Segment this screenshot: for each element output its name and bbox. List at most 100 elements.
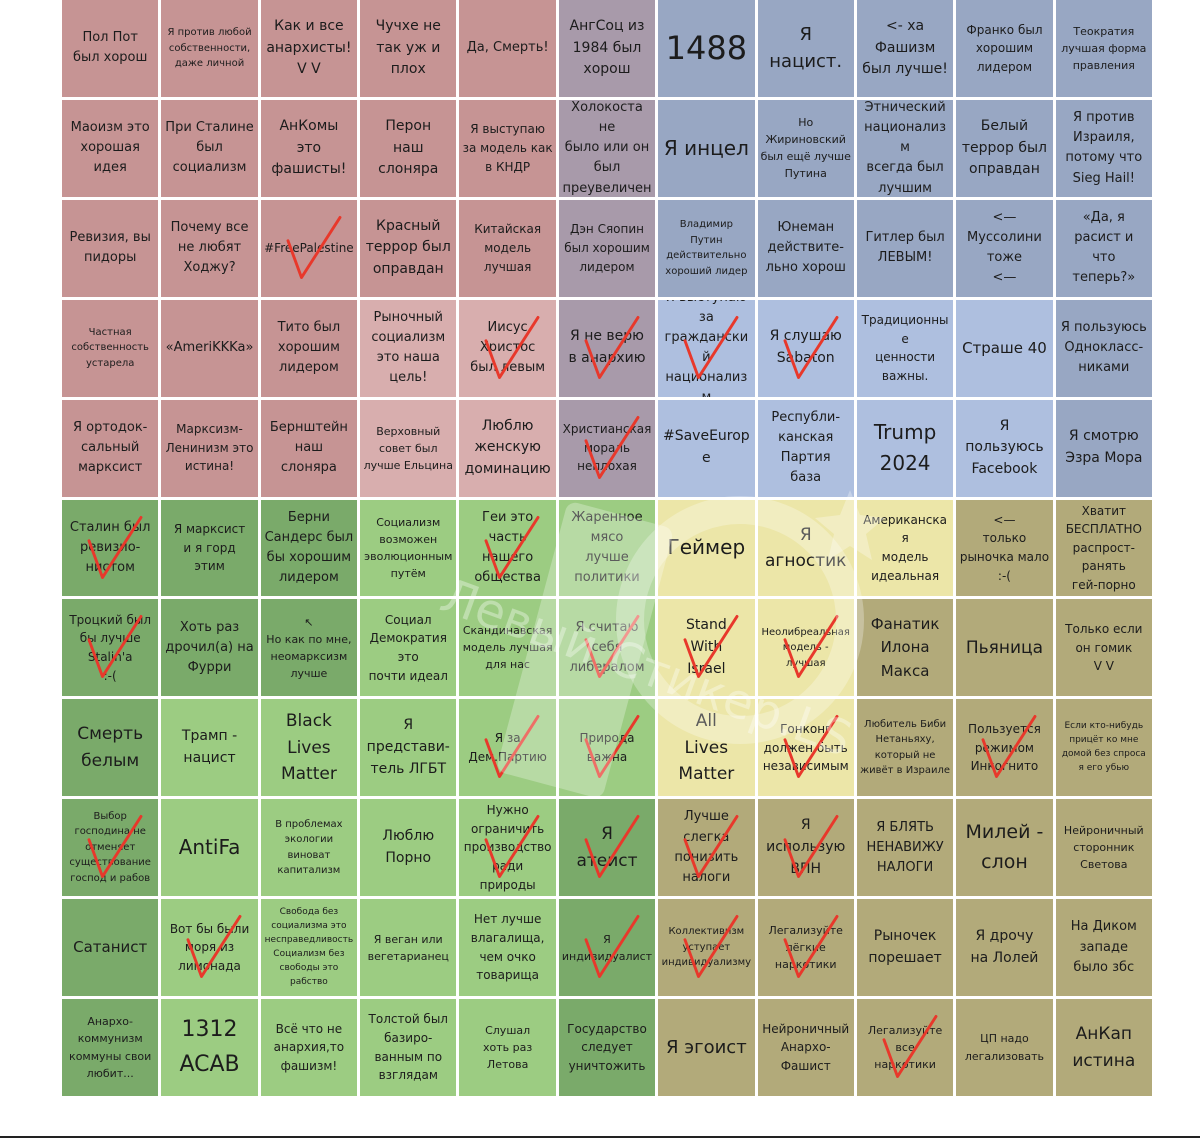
bingo-cell[interactable]: Трамп - нацист [161,699,258,797]
bingo-cell[interactable]: Люблю Порно [360,799,457,897]
bingo-cell[interactable]: Я считаю себя либералом [558,599,656,697]
bingo-cell[interactable]: Чучхе не так уж и плох [360,0,457,97]
bingo-cell[interactable]: Социализм возможен эволюционным путём [360,499,457,597]
bingo-cell[interactable]: Black Lives Matter [260,699,358,797]
bingo-cell[interactable]: Выбор господина не отменяет существовани… [62,799,159,897]
bingo-cell[interactable]: Неолибреальная модель - лучшая [757,599,854,697]
bingo-cell[interactable]: Милей - слон [956,799,1053,897]
bingo-cell[interactable]: Республи- канская Партия база [757,399,854,497]
bingo-cell[interactable]: «Да, я расист и что теперь?» [1055,199,1152,297]
bingo-cell[interactable]: Вот бы были моря из лимонада [161,899,258,997]
bingo-cell[interactable]: 1488 [658,0,755,97]
bingo-cell[interactable]: Социал Демократия это почти идеал [360,599,457,697]
bingo-cell[interactable]: Скандинавская модель лучшая для нас [459,599,556,697]
bingo-cell[interactable]: Я индивидуалист [558,899,656,997]
bingo-cell[interactable]: Пьяница [956,599,1053,697]
bingo-cell[interactable]: <— Муссолини тоже <— [956,199,1053,297]
bingo-cell[interactable]: На Диком западе было збс [1055,899,1152,997]
bingo-cell[interactable]: Частная собственность устарела [62,299,159,397]
bingo-cell[interactable]: Слушал хоть раз Летова [459,999,556,1096]
bingo-cell[interactable]: ↖ Но как по мне, неомарксизм лучше [260,599,358,697]
bingo-cell[interactable]: All Lives Matter [658,699,755,797]
bingo-cell[interactable]: Я смотрю Эзра Мора [1055,399,1152,497]
bingo-cell[interactable]: <- ха Фашизм был лучше! [856,0,954,97]
bingo-cell[interactable]: Китайская модель лучшая [459,199,556,297]
bingo-cell[interactable]: Геи это часть нашего общества [459,499,556,597]
bingo-cell[interactable]: Только если он гомик V V [1055,599,1152,697]
bingo-cell[interactable]: Всё что не анархия,то фашизм! [260,999,358,1096]
bingo-cell[interactable]: Дэн Сяопин был хорошим лидером [558,199,656,297]
bingo-cell[interactable]: Я эгоист [658,999,755,1096]
bingo-cell[interactable]: АнКомы это фашисты! [260,99,358,197]
bingo-cell[interactable]: Лучше слегка понизить налоги [658,799,755,897]
bingo-cell[interactable]: Пол Пот был хорош [62,0,159,97]
bingo-cell[interactable]: ЦП надо легализовать [956,999,1053,1096]
bingo-cell[interactable]: Я агностик [757,499,854,597]
bingo-cell[interactable]: Берни Сандерс был бы хорошим лидером [260,499,358,597]
bingo-cell[interactable]: Нет лучше влагалища, чем очко товарища [459,899,556,997]
bingo-cell[interactable]: Я атеист [558,799,656,897]
bingo-cell[interactable]: Я использую ВПН [757,799,854,897]
bingo-cell[interactable]: Я пользуюсь Facebook [956,399,1053,497]
bingo-cell[interactable]: Легализуйте все наркотики [856,999,954,1096]
bingo-cell[interactable]: Сатанист [62,899,159,997]
bingo-cell[interactable]: Я за Дем.Партию [459,699,556,797]
bingo-cell[interactable]: Я пользуюсь Однокласс- никами [1055,299,1152,397]
bingo-cell[interactable]: Любитель Биби Нетаньяху, который не живё… [856,699,954,797]
bingo-cell[interactable]: Толстой был базиро- ванным по взглядам [360,999,457,1096]
bingo-cell[interactable]: Я веган или вегетарианец [360,899,457,997]
bingo-cell[interactable]: Христианская мораль неплохая [558,399,656,497]
bingo-cell[interactable]: Я инцел [658,99,755,197]
bingo-cell[interactable]: Этнический национализм всегда был лучшим [856,99,954,197]
bingo-cell[interactable]: Легализуйте лёгкие наркотики [757,899,854,997]
bingo-cell[interactable]: Иисус Христос был левым [459,299,556,397]
bingo-cell[interactable]: Я слушаю Sabaton [757,299,854,397]
bingo-cell[interactable]: Юнеман действите- льно хорош [757,199,854,297]
bingo-cell[interactable]: АнКап истина [1055,999,1152,1096]
bingo-cell[interactable]: Белый террор был оправдан [956,99,1053,197]
bingo-cell[interactable]: Я БЛЯТЬ НЕНАВИЖУ НАЛОГИ [856,799,954,897]
bingo-cell[interactable]: #FreePalestine [260,199,358,297]
bingo-cell[interactable]: Нужно ограничить производство ради приро… [459,799,556,897]
bingo-cell[interactable]: Если кто-нибудь прицёт ко мне домой без … [1055,699,1152,797]
bingo-cell[interactable]: AntiFa [161,799,258,897]
bingo-cell[interactable]: Я выступаю за модель как в КНДР [459,99,556,197]
bingo-cell[interactable]: Верховный совет был лучше Ельцина [360,399,457,497]
bingo-cell[interactable]: Я не верю в анархию [558,299,656,397]
bingo-cell[interactable]: Перон наш слоняра [360,99,457,197]
bingo-cell[interactable]: АнгСоц из 1984 был хорош [558,0,656,97]
bingo-cell[interactable]: Марксизм- Ленинизм это истина! [161,399,258,497]
bingo-cell[interactable]: Рыночный социализм это наша цель! [360,299,457,397]
bingo-cell[interactable]: Франко был хорошим лидером [956,0,1053,97]
bingo-cell[interactable]: Я марксист и я горд этим [161,499,258,597]
bingo-cell[interactable]: Гонконг должен быть независимым [757,699,854,797]
bingo-cell[interactable]: Геймер [658,499,755,597]
bingo-cell[interactable]: Рыночек порешает [856,899,954,997]
bingo-cell[interactable]: Сталин был ревизио- нистом [62,499,159,597]
bingo-cell[interactable]: #SaveEurope [658,399,755,497]
bingo-cell[interactable]: Бернштейн наш слоняра [260,399,358,497]
bingo-cell[interactable]: Фанатик Илона Макса [856,599,954,697]
bingo-cell[interactable]: Я представи- тель ЛГБТ [360,699,457,797]
bingo-cell[interactable]: Маоизм это хорошая идея [62,99,159,197]
bingo-cell[interactable]: Stand With Israel [658,599,755,697]
bingo-cell[interactable]: Традиционные ценности важны. [856,299,954,397]
bingo-cell[interactable]: Да, Смерть! [459,0,556,97]
bingo-cell[interactable]: Владимир Путин действительно хороший лид… [658,199,755,297]
bingo-cell[interactable]: <— только рыночка мало :-( [956,499,1053,597]
bingo-cell[interactable]: Троцкий был бы лучше Stalin'a :-( [62,599,159,697]
bingo-cell[interactable]: Люблю женскую доминацию [459,399,556,497]
bingo-cell[interactable]: Смерть белым [62,699,159,797]
bingo-cell[interactable]: Нейроничный Анархо- Фашист [757,999,854,1096]
bingo-cell[interactable]: Пользуется режимом Инкогнито [956,699,1053,797]
bingo-cell[interactable]: Теократия лучшая форма правления [1055,0,1152,97]
bingo-cell[interactable]: В проблемах экологии виноват капитализм [260,799,358,897]
bingo-cell[interactable]: Страше 40 [956,299,1053,397]
bingo-cell[interactable]: Как и все анархисты! V V [260,0,358,97]
bingo-cell[interactable]: Свобода без социализма это несправедливо… [260,899,358,997]
bingo-cell[interactable]: Красный террор был оправдан [360,199,457,297]
bingo-cell[interactable]: Нейроничный сторонник Светова [1055,799,1152,897]
bingo-cell[interactable]: Но Жириновский был ещё лучше Путина [757,99,854,197]
bingo-cell[interactable]: Я нацист. [757,0,854,97]
bingo-cell[interactable]: Trump 2024 [856,399,954,497]
